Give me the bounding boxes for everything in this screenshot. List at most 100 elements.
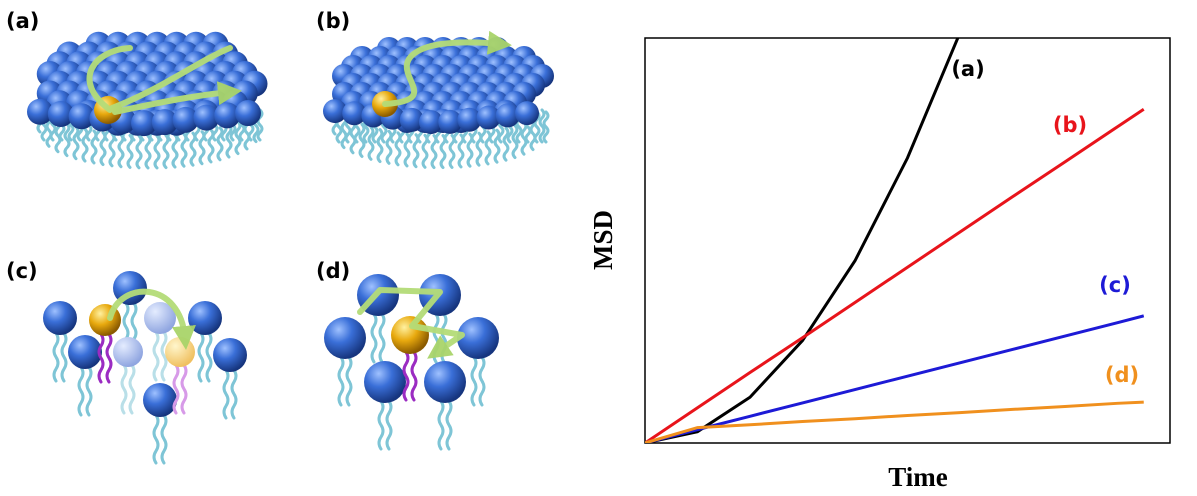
lipid-head [144, 302, 176, 334]
lipid-head [399, 107, 424, 132]
lipid-head [424, 361, 466, 403]
lipid-tail [377, 399, 385, 451]
lipid-tail [222, 368, 230, 420]
lipid-tail [445, 399, 453, 451]
series-label: (d) [1105, 363, 1139, 387]
diffusion-arrows [86, 30, 512, 359]
lipid-tail [225, 123, 233, 159]
lipid-tail [135, 134, 143, 170]
lipid-head [438, 109, 463, 134]
lipid-tail [470, 355, 478, 407]
lipid-tail [52, 331, 60, 383]
lipid-tail [520, 120, 528, 156]
lipid-head [172, 106, 199, 133]
lipid-tail [410, 350, 418, 402]
lipid-head [131, 110, 157, 137]
panel-label: (d) [316, 259, 350, 283]
lipid-tail [105, 332, 113, 384]
lipid-tail [511, 124, 519, 160]
lipid-head [143, 383, 177, 417]
lipid-tail [385, 399, 393, 451]
series-line [645, 38, 960, 443]
lipid-tail [97, 332, 105, 384]
lipid-head [151, 109, 178, 136]
lipid-tail [126, 133, 134, 169]
lipid-tail [367, 125, 375, 161]
lipid-tail [478, 355, 486, 407]
lipid-tail [172, 363, 180, 415]
arrow [357, 287, 465, 359]
lipid-tail [493, 128, 501, 164]
panel-label: (c) [6, 259, 38, 283]
lipid-tail [63, 122, 71, 158]
series-label: (b) [1053, 113, 1087, 137]
lipid-head [113, 337, 143, 367]
lipid-tail [60, 331, 68, 383]
lipid-head [27, 98, 53, 125]
lipid-tail [160, 330, 168, 382]
lipid-tail [85, 365, 93, 417]
lipid-head [193, 104, 220, 131]
lipid-tail [370, 312, 378, 364]
lipid-head [457, 107, 482, 132]
lipid-tail [216, 126, 224, 162]
lipid-tail [180, 363, 188, 415]
series-line [645, 314, 1145, 443]
lipid-tail [117, 133, 125, 169]
lipid-tail [152, 413, 160, 465]
lipid-tail [152, 330, 160, 382]
lipid-head [419, 110, 443, 135]
series-label: (c) [1099, 273, 1131, 297]
lipid-tail [144, 134, 152, 170]
lipid-head [391, 316, 429, 354]
lipid-tail [376, 128, 384, 164]
lipid-head [235, 100, 261, 127]
lipid-tail [337, 355, 345, 407]
lipid-tail [402, 350, 410, 402]
series-line [645, 108, 1145, 443]
lipid-head [476, 105, 501, 130]
lipid-tail [533, 110, 541, 144]
lipid-tail [502, 126, 510, 162]
plot-frame [644, 37, 1171, 444]
lipid-head [43, 301, 77, 335]
panel-label: (b) [316, 9, 350, 33]
lipid-head [364, 361, 406, 403]
lipid-tail [234, 120, 242, 156]
lipid-tail [162, 134, 170, 170]
lipid-head [68, 335, 102, 369]
lipid-tail [153, 134, 161, 170]
lipid-tail [120, 363, 128, 415]
lipid-tail [72, 125, 80, 161]
arrow [382, 30, 512, 107]
lipid-tail [437, 399, 445, 451]
x-axis-title: Time [888, 462, 948, 492]
lipid-tail [345, 355, 353, 407]
lipid-tail [256, 108, 264, 142]
lipid-head [495, 103, 520, 128]
lipid-tail [180, 132, 188, 168]
lipid-tail [538, 108, 546, 144]
lipid-tail [171, 133, 179, 169]
lipid-tail [230, 368, 238, 420]
lipid-head [213, 338, 247, 372]
y-axis-title: MSD [588, 210, 618, 270]
plot-area [645, 38, 1145, 443]
lipid-head [47, 101, 74, 128]
lipid-tail [440, 312, 448, 364]
lipid-tail [378, 312, 386, 364]
lipid-head [165, 337, 195, 367]
lipid-head [68, 103, 95, 130]
lipid-tail [542, 110, 550, 144]
lipid-tail [77, 365, 85, 417]
arrow [107, 288, 196, 350]
lipid-tail [160, 413, 168, 465]
lipid-tail [358, 122, 366, 158]
lipid-head [515, 101, 539, 126]
lipid-tail [197, 331, 205, 383]
series-label: (a) [951, 57, 984, 81]
illustrations [27, 31, 554, 465]
series-line [645, 400, 1144, 443]
